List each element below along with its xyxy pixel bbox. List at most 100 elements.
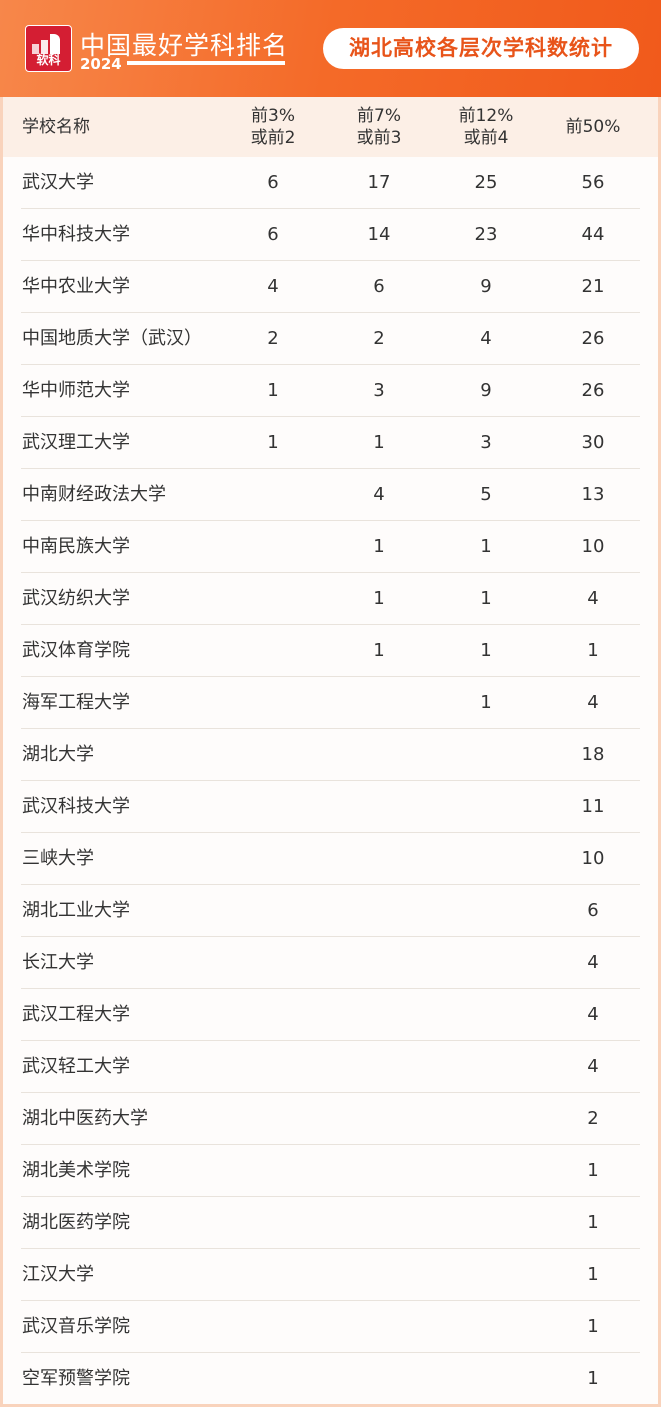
- school-name: 武汉科技大学: [22, 796, 130, 817]
- school-name: 湖北中医药大学: [22, 1108, 148, 1129]
- subject-count: [233, 625, 313, 676]
- subject-count: [233, 729, 313, 780]
- subject-count: 1: [373, 432, 385, 453]
- school-name: 武汉工程大学: [22, 1004, 130, 1025]
- school-name: 海军工程大学: [22, 692, 130, 713]
- subject-count: [446, 833, 526, 884]
- subject-count: [446, 1353, 526, 1404]
- subject-count: [339, 1249, 419, 1300]
- subject-count: 9: [480, 276, 492, 297]
- subject-count: 4: [587, 1056, 599, 1077]
- subject-count: 2: [267, 328, 279, 349]
- subject-count: 1: [587, 640, 599, 661]
- subject-count: 4: [587, 692, 599, 713]
- brand-year: 2024: [80, 55, 122, 73]
- subject-count: 1: [587, 1264, 599, 1285]
- logo-text: 软科: [36, 53, 61, 67]
- subject-count: [339, 1041, 419, 1092]
- table-row: 湖北中医药大学 2: [21, 1093, 640, 1145]
- school-name: 湖北工业大学: [22, 900, 130, 921]
- column-header: 前7% 或前3: [356, 106, 402, 148]
- subject-count: [233, 833, 313, 884]
- shanghai-ranking-logo: 软科: [25, 25, 72, 72]
- subject-count: 4: [267, 276, 279, 297]
- table-row: 海军工程大学 1 4: [21, 677, 640, 729]
- subject-count: 1: [480, 640, 492, 661]
- table-row: 中南民族大学 1 1 10: [21, 521, 640, 573]
- subject-count: 2: [373, 328, 385, 349]
- subject-count: 44: [581, 224, 605, 245]
- subject-count: [233, 677, 313, 728]
- table-row: 三峡大学 10: [21, 833, 640, 885]
- subject-count: 6: [587, 900, 599, 921]
- school-name: 武汉音乐学院: [22, 1316, 130, 1337]
- school-name: 湖北美术学院: [22, 1160, 130, 1181]
- subject-count: [446, 1145, 526, 1196]
- subject-count: 1: [373, 536, 385, 557]
- subject-count: 1: [267, 432, 279, 453]
- school-name: 中南民族大学: [22, 536, 130, 557]
- table-row: 中南财经政法大学 4 5 13: [21, 469, 640, 521]
- subject-count: 10: [581, 536, 605, 557]
- subject-count: 1: [373, 588, 385, 609]
- school-name: 武汉大学: [22, 172, 94, 193]
- subject-count: 3: [373, 380, 385, 401]
- subject-count: 13: [581, 484, 605, 505]
- school-name: 中南财经政法大学: [22, 484, 166, 505]
- subject-count: 17: [367, 172, 391, 193]
- table-row: 中国地质大学（武汉） 2 2 4 26: [21, 313, 640, 365]
- column-header: 前3% 或前2: [250, 106, 296, 148]
- school-name: 空军预警学院: [22, 1368, 130, 1389]
- banner: 软科 中国最好学科排名 2024 湖北高校各层次学科数统计: [0, 0, 661, 97]
- table-row: 华中农业大学 4 6 9 21: [21, 261, 640, 313]
- subject-count: 9: [480, 380, 492, 401]
- subject-count: [339, 729, 419, 780]
- table-row: 武汉音乐学院 1: [21, 1301, 640, 1353]
- subject-count: 1: [480, 536, 492, 557]
- subject-count: [233, 1093, 313, 1144]
- school-name: 武汉体育学院: [22, 640, 130, 661]
- table-row: 湖北大学 18: [21, 729, 640, 781]
- subject-count: [339, 1301, 419, 1352]
- school-name: 华中农业大学: [22, 276, 130, 297]
- subject-count: [446, 1093, 526, 1144]
- subject-count: 1: [267, 380, 279, 401]
- subject-count: [233, 781, 313, 832]
- column-header: 前50%: [565, 117, 621, 137]
- subject-count: 11: [581, 796, 605, 817]
- subject-count: 2: [587, 1108, 599, 1129]
- subject-count: 3: [480, 432, 492, 453]
- subject-count: [446, 937, 526, 988]
- subject-count: [233, 1197, 313, 1248]
- subject-count: 4: [587, 952, 599, 973]
- table-row: 华中科技大学 6 14 23 44: [21, 209, 640, 261]
- subject-count: 1: [373, 640, 385, 661]
- table-row: 江汉大学 1: [21, 1249, 640, 1301]
- school-name: 华中师范大学: [22, 380, 130, 401]
- subject-count: 23: [474, 224, 498, 245]
- subject-count: [446, 781, 526, 832]
- subject-count: [233, 1301, 313, 1352]
- subject-count: [233, 1249, 313, 1300]
- subject-count: 21: [581, 276, 605, 297]
- subject-count: [339, 1145, 419, 1196]
- table-row: 长江大学 4: [21, 937, 640, 989]
- subject-count: [233, 1145, 313, 1196]
- subject-count: [446, 1249, 526, 1300]
- subject-count: 26: [581, 380, 605, 401]
- subject-count: [233, 573, 313, 624]
- bar-chart-icon: [32, 34, 66, 54]
- subject-count: [446, 885, 526, 936]
- subject-count: 4: [373, 484, 385, 505]
- subject-count: [233, 885, 313, 936]
- subject-count: [446, 1041, 526, 1092]
- subject-count: [233, 1353, 313, 1404]
- table-row: 武汉体育学院 1 1 1: [21, 625, 640, 677]
- subject-count: 6: [373, 276, 385, 297]
- page-title: 湖北高校各层次学科数统计: [323, 28, 639, 69]
- table-row: 武汉轻工大学 4: [21, 1041, 640, 1093]
- subject-count: 1: [480, 692, 492, 713]
- subject-count: 18: [581, 744, 605, 765]
- subject-count: 1: [587, 1368, 599, 1389]
- subject-count: [339, 1353, 419, 1404]
